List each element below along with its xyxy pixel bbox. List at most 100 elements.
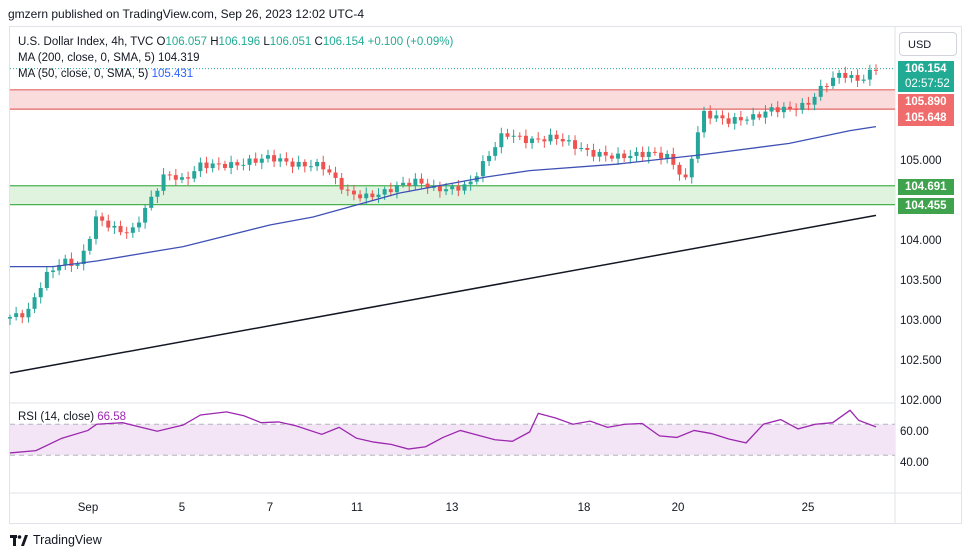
last-price-tag: 106.154 02:57:52 bbox=[898, 61, 954, 92]
candle-up bbox=[75, 264, 80, 266]
candle-up bbox=[210, 163, 215, 169]
rsi-line bbox=[9, 409, 877, 454]
candle-down bbox=[106, 220, 111, 228]
chart-frame[interactable] bbox=[9, 26, 962, 524]
candle-down bbox=[284, 158, 289, 162]
price-tick: 105.000 bbox=[900, 155, 942, 167]
candle-down bbox=[843, 72, 848, 78]
ma50-legend: MA (50, close, 0, SMA, 5) 105.431 bbox=[18, 68, 194, 80]
candle-down bbox=[609, 155, 614, 159]
candle-up bbox=[769, 107, 774, 112]
candle-down bbox=[186, 177, 191, 179]
candle-up bbox=[241, 164, 246, 166]
candle-up bbox=[566, 140, 571, 142]
resistance-bottom-tag: 105.648 bbox=[898, 110, 954, 126]
candle-down bbox=[20, 313, 25, 318]
candle-down bbox=[302, 161, 307, 167]
candle-down bbox=[327, 169, 332, 173]
symbol-name: U.S. Dollar Index, 4h, TVC bbox=[18, 36, 154, 48]
candle-down bbox=[573, 140, 578, 149]
candle-down bbox=[69, 258, 74, 266]
candle-down bbox=[536, 138, 541, 140]
candle-up bbox=[192, 171, 197, 179]
candle-down bbox=[370, 193, 375, 198]
candle-down bbox=[591, 149, 596, 157]
rsi-band bbox=[10, 424, 895, 456]
candle-up bbox=[198, 162, 203, 172]
candle-up bbox=[812, 96, 817, 105]
candle-down bbox=[757, 114, 762, 118]
countdown-timer: 02:57:52 bbox=[905, 78, 950, 90]
candle-down bbox=[118, 225, 123, 233]
candle-down bbox=[554, 134, 559, 140]
candle-down bbox=[419, 178, 424, 184]
candle-up bbox=[745, 119, 750, 121]
candle-up bbox=[32, 297, 37, 309]
candle-down bbox=[622, 153, 627, 159]
candle-down bbox=[222, 163, 227, 168]
support-top-tag: 104.691 bbox=[898, 179, 954, 195]
candle-up bbox=[444, 189, 449, 192]
candle-down bbox=[824, 85, 829, 87]
candle-down bbox=[456, 186, 461, 191]
candle-up bbox=[511, 135, 516, 137]
candle-up bbox=[548, 134, 553, 142]
ma50-value: 105.431 bbox=[151, 68, 194, 80]
candle-up bbox=[831, 77, 836, 86]
candle-up bbox=[136, 222, 141, 228]
candle-up bbox=[259, 158, 264, 163]
candle-up bbox=[781, 106, 786, 113]
price-tick: 103.500 bbox=[900, 275, 942, 287]
candle-up bbox=[462, 184, 467, 191]
candle-down bbox=[523, 135, 528, 144]
candle-down bbox=[321, 161, 326, 170]
price-tick: 104.000 bbox=[900, 235, 942, 247]
candle-down bbox=[339, 177, 344, 190]
candle-up bbox=[179, 177, 184, 180]
candle-up bbox=[364, 193, 369, 199]
time-tick: 18 bbox=[577, 502, 591, 514]
tradingview-logo-icon bbox=[10, 534, 28, 546]
price-tick: 102.500 bbox=[900, 355, 942, 367]
rsi-legend: RSI (14, close) 66.58 bbox=[18, 411, 127, 423]
candle-up bbox=[401, 182, 406, 186]
candle-down bbox=[585, 147, 590, 150]
candle-up bbox=[382, 189, 387, 195]
candle-up bbox=[394, 185, 399, 193]
footer-brand-text: TradingView bbox=[33, 533, 102, 547]
candle-down bbox=[216, 163, 221, 165]
candle-up bbox=[646, 151, 651, 158]
candle-up bbox=[597, 151, 602, 157]
candle-down bbox=[659, 152, 664, 159]
price-tick: 103.000 bbox=[900, 315, 942, 327]
candle-down bbox=[505, 133, 510, 137]
currency-button[interactable]: USD bbox=[899, 32, 957, 56]
candle-up bbox=[702, 110, 707, 133]
ma200-legend: MA (200, close, 0, SMA, 5) 104.319 bbox=[18, 52, 200, 64]
candle-up bbox=[579, 147, 584, 149]
time-tick: 13 bbox=[445, 502, 459, 514]
candle-down bbox=[788, 106, 793, 109]
candle-up bbox=[38, 287, 43, 298]
time-tick: Sep bbox=[77, 502, 99, 514]
candle-down bbox=[407, 182, 412, 186]
candle-down bbox=[683, 174, 688, 178]
candle-down bbox=[775, 107, 780, 113]
candle-up bbox=[695, 132, 700, 159]
publisher-line: gmzern published on TradingView.com, Sep… bbox=[8, 7, 364, 21]
candle-down bbox=[345, 189, 350, 191]
candle-up bbox=[296, 161, 301, 167]
candle-up bbox=[800, 102, 805, 110]
candle-up bbox=[87, 238, 92, 251]
footer-branding[interactable]: TradingView bbox=[10, 533, 102, 547]
candle-up bbox=[315, 161, 320, 167]
candle-up bbox=[818, 85, 823, 97]
candle-down bbox=[560, 139, 565, 142]
candle-up bbox=[861, 79, 866, 81]
close-value: 106.154 bbox=[322, 36, 365, 48]
candle-up bbox=[50, 270, 55, 272]
candle-down bbox=[794, 108, 799, 110]
candle-up bbox=[751, 114, 756, 120]
candle-down bbox=[124, 232, 129, 234]
